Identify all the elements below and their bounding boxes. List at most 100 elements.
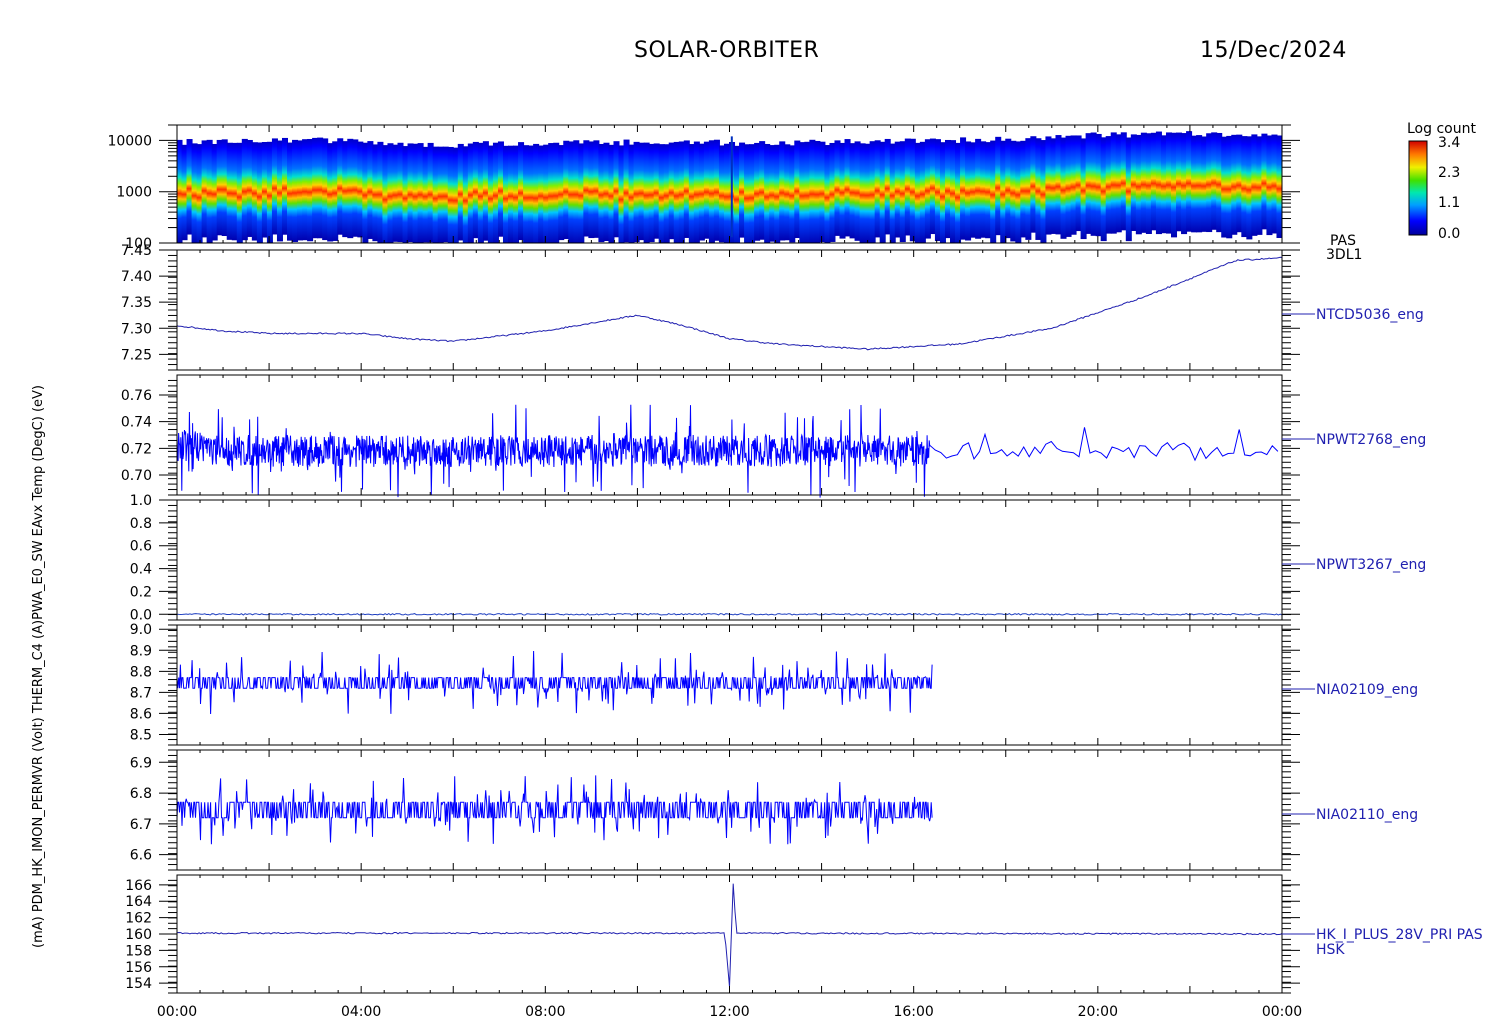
spectrogram-column [678,141,685,243]
spectrogram-column [1165,132,1172,234]
spectrogram-column [879,141,886,243]
spectrogram-column [191,143,198,243]
y-tick-label: 7.30 [121,321,152,337]
spectrogram-column [1070,135,1077,235]
spectrogram-column [342,141,349,238]
spectrogram-column [734,145,741,243]
y-tick-label: 164 [125,894,152,910]
spectrogram-column [1045,136,1052,235]
spectrogram-column [814,140,821,243]
y-tick-label: 158 [125,943,152,959]
panel-NIA02109_eng [159,624,1315,746]
spectrogram-column [276,140,283,242]
spectrogram-column [327,143,334,242]
spectrogram-column [1266,135,1273,236]
spectrogram-column [261,142,268,238]
spectrogram-column [1276,135,1282,238]
series-label: NTCD5036_eng [1316,307,1424,323]
spectrogram-column [1035,138,1042,240]
spectrogram-column [1040,140,1047,243]
spectrogram-column [1191,135,1198,233]
spectrogram-column [236,142,243,243]
spectrogram-column [593,140,600,238]
y-tick-label: 0.8 [130,516,152,532]
spectrogram-column [487,145,494,243]
spectrogram-column [859,143,866,243]
spectrogram-column [367,141,374,239]
spectrogram-column [789,145,796,243]
spectrogram-column [960,137,967,240]
spectrogram-column [528,145,535,243]
spectrogram-column [668,142,675,240]
spectrogram-column [472,141,479,239]
y-tick-label: 0.72 [121,441,152,457]
y-tick-label: 6.9 [130,755,152,771]
spectrogram-column [1206,133,1213,233]
colorbar-tick-label: 2.3 [1438,165,1460,181]
spectrogram-column [819,141,826,243]
panel-NTCD5036_eng [159,249,1315,371]
spectrogram-column [899,141,906,243]
spectrogram-column [1155,131,1162,235]
series-label: NPWT2768_eng [1316,432,1426,448]
colorbar: Log count 3.4 2.3 1.1 0.0 [1407,121,1476,242]
spectrogram-column [1251,134,1258,236]
spectrogram-column [648,143,655,243]
spectrogram-column [1025,138,1032,240]
spectrogram-column [924,139,931,239]
spectrogram-column [392,144,399,242]
spectrogram-column [588,141,595,239]
spectrogram-column [764,143,771,243]
spectrogram-column [1226,135,1233,239]
spectrogram-column [894,141,901,238]
spectrogram-column [502,145,509,243]
y-tick-label: 166 [125,878,152,894]
spectrogram-column [1130,134,1137,231]
spectrogram-column [623,139,630,243]
y-tick-label: 10000 [107,133,152,149]
chart-date: 15/Dec/2024 [1200,38,1347,63]
spectrogram-column [302,139,309,241]
spectrogram-column [703,141,710,239]
spectrogram-column [583,140,590,237]
y-tick-label: 8.8 [130,664,152,680]
y-tick-label: 8.5 [130,727,152,743]
spectrogram-column [1005,138,1012,239]
spectrogram-column [1000,140,1007,243]
spectrogram-column [929,138,936,235]
spectrogram-column [181,144,188,241]
spectrogram-column [523,145,530,243]
spectrogram-column [829,142,836,242]
spectrogram-column [934,139,941,242]
spectrogram-column [1196,135,1203,233]
y-tick-label: 0.4 [130,562,152,578]
spectrogram-column [332,141,339,241]
spectrogram-column [1015,141,1022,243]
spectrogram-column [713,139,720,241]
spectrogram-image [177,131,1282,243]
spectrogram-column [854,141,861,241]
spectrogram-column [784,144,791,241]
spectrogram-column [1135,134,1142,235]
spectrogram-column [618,145,625,243]
spectrogram-column [955,142,962,243]
spectrogram-column [1065,135,1072,237]
spectrogram-column [417,143,424,243]
spectrogram-column [513,145,520,243]
colorbar-gradient [1408,140,1428,236]
spectrogram-column [492,142,499,243]
spectrogram-column [442,146,449,243]
spectrogram-column [447,146,454,243]
spectrogram-column [779,141,786,241]
spectrogram-column [1216,132,1223,233]
spectrogram-column [412,143,419,243]
spectrogram-column [794,140,801,239]
spectrogram-column [723,143,730,243]
spectrogram-column [402,146,409,243]
spectrogram-column [980,141,987,238]
y-tick-label: 0.0 [130,607,152,623]
left-axis-label: (mA) PDM_HK_IMON_PERMVR (Volt) THERM_C4 … [31,385,46,948]
x-tick-label: 04:00 [341,1004,381,1020]
spectrogram-column [266,141,273,243]
